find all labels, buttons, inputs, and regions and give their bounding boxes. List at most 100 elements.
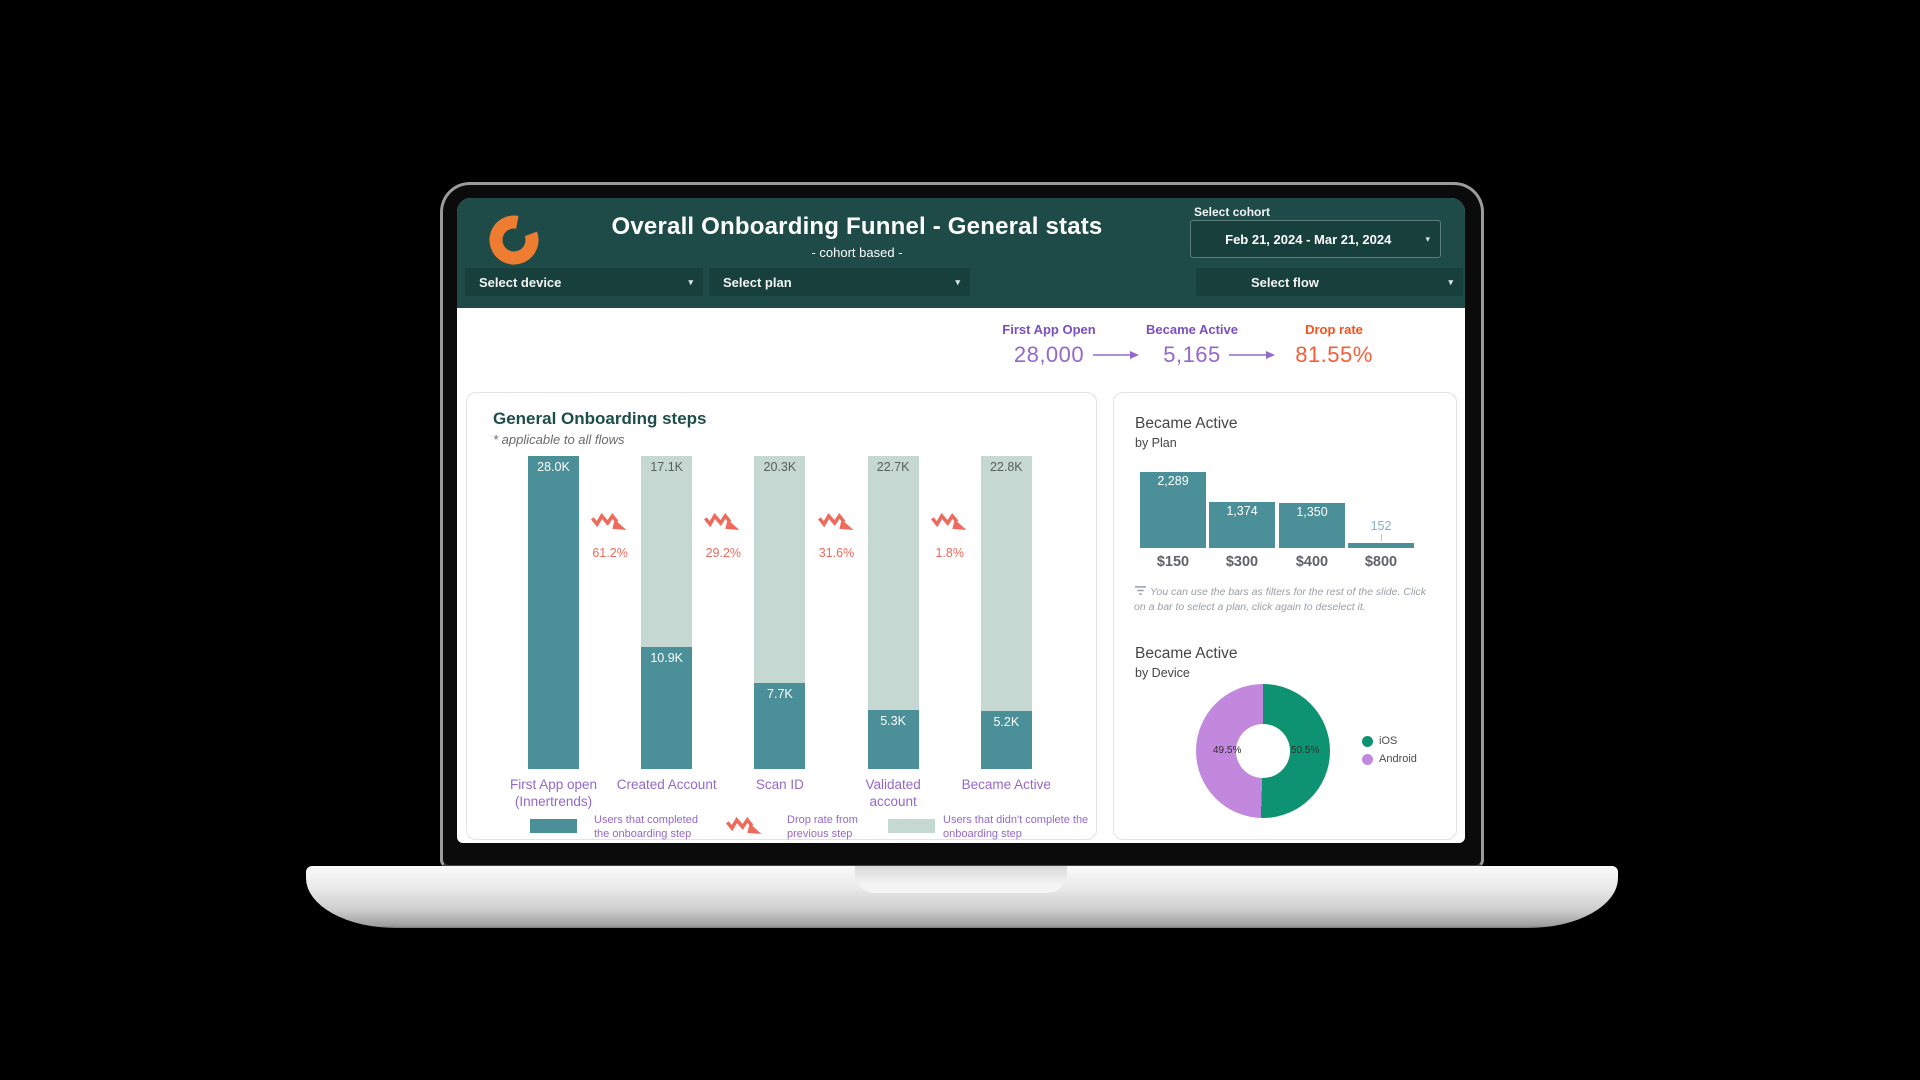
plan-filter-dropdown[interactable]: Select plan ▾ xyxy=(709,268,970,296)
funnel-step-arrow-icon xyxy=(1093,351,1139,359)
funnel-bar-completed-segment: 5.3K xyxy=(867,710,919,769)
bar-value-label: 22.7K xyxy=(876,460,910,474)
bar-value-label: 1,374 xyxy=(1226,504,1258,518)
not-completed-swatch xyxy=(888,819,935,833)
select-cohort-label: Select cohort xyxy=(1194,205,1271,219)
funnel-drop-rate: 31.6% xyxy=(809,511,865,560)
plan-category-label: $400 xyxy=(1295,554,1329,570)
stat-label: Drop rate xyxy=(1305,322,1363,337)
funnel-category-label: Scan ID xyxy=(755,777,804,792)
funnel-category-label: Created Account xyxy=(616,777,717,792)
onboarding-steps-card: General Onboarding steps * applicable to… xyxy=(466,392,1097,840)
drop-rate-value: 31.6% xyxy=(818,546,855,560)
plan-bar[interactable]: 1,374 xyxy=(1209,502,1275,548)
drop-rate-arrow-icon xyxy=(817,512,853,531)
device-donut-chart[interactable] xyxy=(1196,684,1330,818)
page-subtitle: - cohort based - xyxy=(811,245,903,260)
flow-filter-dropdown[interactable]: Select flow ▾ xyxy=(1196,268,1463,296)
funnel-category-label: First App open (Innertrends) xyxy=(509,777,598,809)
android-legend-dot xyxy=(1362,753,1373,765)
bar-value-label: 5.3K xyxy=(880,714,906,728)
page-title: Overall Onboarding Funnel - General stat… xyxy=(611,213,1103,240)
cohort-dropdown-value: Feb 21, 2024 - Mar 21, 2024 xyxy=(1225,231,1392,247)
drop-rate-value: 1.8% xyxy=(935,546,964,560)
drop-rate-value: 61.2% xyxy=(592,546,628,560)
legend-label: Drop rate from previous step xyxy=(787,814,858,841)
device-legend-android: Android xyxy=(1362,753,1417,765)
plan-category-label: $150 xyxy=(1156,554,1190,570)
bar-value-label: 1,350 xyxy=(1296,505,1328,519)
plan-bar-chart: 2,289 $150 1,374 $300 1,350 $400 152 $800 xyxy=(1140,468,1418,580)
bar-value-label: 10.9K xyxy=(650,651,684,665)
funnel-bar-notcompleted-segment: 17.1K xyxy=(641,456,693,647)
funnel-bar-completed-segment: 28.0K xyxy=(528,456,579,769)
flow-filter-label: Select flow xyxy=(1251,274,1319,290)
funnel-bar-completed-segment: 5.2K xyxy=(980,711,1032,769)
ios-legend-dot xyxy=(1362,735,1373,747)
chevron-down-icon: ▾ xyxy=(688,276,693,287)
bar-value-label: 17.1K xyxy=(650,460,684,474)
funnel-bar-notcompleted-segment: 20.3K xyxy=(754,456,806,683)
device-filter-dropdown[interactable]: Select device ▾ xyxy=(465,268,703,296)
funnel-drop-rate: 29.2% xyxy=(695,511,751,560)
funnel-bar: 22.8K 5.2K xyxy=(980,456,1032,769)
plan-category-label: $800 xyxy=(1364,554,1398,570)
funnel-bar: 20.3K 7.7K xyxy=(754,456,806,769)
funnel-drop-rate: 61.2% xyxy=(582,511,638,560)
cohort-dropdown[interactable]: Feb 21, 2024 - Mar 21, 2024 ▾ xyxy=(1190,220,1441,258)
bar-label-tick xyxy=(1381,534,1382,541)
plan-bar[interactable] xyxy=(1348,543,1414,548)
drop-rate-arrow-icon xyxy=(930,512,967,531)
funnel-bar: 17.1K 10.9K xyxy=(641,456,693,769)
funnel-chart-subtitle: * applicable to all flows xyxy=(493,432,625,447)
drop-rate-arrow-icon xyxy=(704,512,740,531)
plan-note-text: You can use the bars as filters for the … xyxy=(1134,586,1427,614)
laptop-base xyxy=(306,866,1618,928)
innertrends-logo-icon xyxy=(489,215,539,265)
funnel-step-arrow-icon xyxy=(1229,351,1275,359)
device-legend-ios: iOS xyxy=(1362,735,1397,747)
bar-value-label: 7.7K xyxy=(767,687,793,701)
drop-rate-value: 29.2% xyxy=(705,546,742,560)
bar-value-label: 2,289 xyxy=(1157,474,1189,488)
bar-value-label: 28.0K xyxy=(537,460,570,474)
dashboard: Overall Onboarding Funnel - General stat… xyxy=(457,198,1465,843)
funnel-legend: Users that completed the onboarding step… xyxy=(467,811,1098,841)
funnel-bar-notcompleted-segment: 22.8K xyxy=(980,456,1032,711)
device-chart-title: Became Active xyxy=(1135,645,1238,662)
legend-label: Users that completed the onboarding step xyxy=(594,814,698,841)
android-legend-label: Android xyxy=(1379,753,1417,765)
bar-value-label: 5.2K xyxy=(993,715,1020,729)
plan-chart-title: Became Active xyxy=(1135,415,1238,432)
chevron-down-icon: ▾ xyxy=(955,276,960,287)
dashboard-header: Overall Onboarding Funnel - General stat… xyxy=(457,198,1465,308)
chevron-down-icon: ▾ xyxy=(1425,233,1430,244)
stat-became-active: Became Active 5,165 xyxy=(1132,322,1252,368)
became-active-card: Became Active by Plan 2,289 $150 1,374 $300… xyxy=(1113,392,1457,840)
bar-value-label: 20.3K xyxy=(763,460,797,474)
funnel-drop-rate: 1.8% xyxy=(922,511,978,560)
funnel-bar: 28.0K xyxy=(528,456,579,769)
funnel-bar-completed-segment: 7.7K xyxy=(754,683,806,769)
stat-value: 81.55% xyxy=(1295,342,1373,367)
drop-rate-arrow-icon xyxy=(591,512,627,531)
stat-value: 5,165 xyxy=(1163,342,1221,367)
filter-icon xyxy=(1135,586,1146,595)
stat-label: Became Active xyxy=(1145,322,1238,337)
plan-chart-subtitle: by Plan xyxy=(1135,436,1177,450)
laptop-base-notch xyxy=(855,866,1067,893)
stat-drop-rate: Drop rate 81.55% xyxy=(1274,322,1394,368)
plan-bar[interactable]: 1,350 xyxy=(1279,503,1345,548)
stat-first-app-open: First App Open 28,000 xyxy=(989,322,1109,368)
plan-category-label: $300 xyxy=(1225,554,1259,570)
title-block: Overall Onboarding Funnel - General stat… xyxy=(577,213,1137,260)
legend-label: Users that didn't complete the onboardin… xyxy=(943,814,1089,841)
bar-value-label: 22.8K xyxy=(989,460,1023,474)
plan-bar[interactable]: 2,289 xyxy=(1140,472,1206,548)
device-filter-label: Select device xyxy=(479,274,562,290)
ios-legend-label: iOS xyxy=(1379,735,1398,747)
plan-filter-label: Select plan xyxy=(723,274,792,290)
funnel-bar: 22.7K 5.3K xyxy=(867,456,919,769)
ios-percentage: 50.5% xyxy=(1291,745,1320,756)
